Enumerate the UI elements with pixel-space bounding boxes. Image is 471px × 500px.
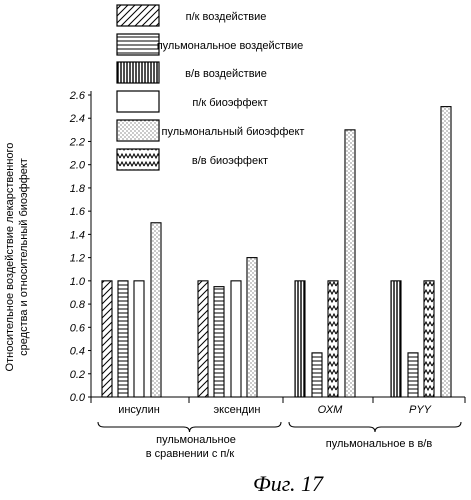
group-label-2: пульмональное в в/в (326, 438, 433, 450)
bars (101, 106, 452, 398)
y-tick-label: 0.8 (70, 299, 86, 311)
y-tick-label: 2.0 (69, 160, 86, 172)
bar-рyy-vertical (390, 280, 402, 398)
bar-инсулин-dots (150, 222, 162, 398)
bar-инсулин-diagonal (101, 280, 113, 398)
y-tick-label: 1.8 (70, 183, 86, 195)
group-label-1-line1: пульмональное (156, 434, 236, 446)
bar-эксендин-blank (230, 280, 242, 398)
legend: п/к воздействие пульмональное воздействие… (116, 4, 305, 171)
legend-swatch-dots (116, 119, 160, 142)
y-tick-label: 0.6 (70, 322, 86, 334)
y-tick-label: 1.2 (70, 253, 85, 265)
y-tick-label: 1.4 (70, 229, 85, 241)
group-label-1-line2: в сравнении с п/к (146, 448, 235, 460)
bar-рyy-horizontal (407, 352, 419, 398)
legend-swatch-wave (116, 148, 160, 171)
y-tick-label: 1.6 (70, 206, 86, 218)
y-tick-label: 2.6 (69, 90, 86, 102)
x-tick-label-3: ОХМ (318, 404, 344, 416)
brace-group-1 (97, 421, 282, 433)
bar-рyy-wave (423, 280, 435, 398)
bar-эксендин-dots (246, 257, 258, 398)
y-tick-label: 0.0 (70, 392, 86, 404)
y-tick-label: 2.2 (69, 136, 85, 148)
y-tick-label: 2.4 (69, 113, 85, 125)
bar-охм-horizontal (311, 352, 323, 398)
legend-label-3: в/в воздействие (185, 68, 267, 80)
bar-охм-wave (327, 280, 339, 398)
legend-swatch-horizontal (116, 33, 160, 56)
legend-label-2: пульмональное воздействие (157, 40, 304, 52)
y-axis-label-line1: Относительное воздействие лекарственного (4, 143, 16, 372)
bar-рyy-dots (440, 106, 452, 398)
legend-label-6: в/в биоэффект (192, 155, 268, 167)
brace-group-2 (288, 421, 462, 433)
bar-охм-dots (344, 129, 356, 398)
legend-swatch-blank (116, 90, 160, 113)
legend-label-5: пульмональный биоэффект (162, 126, 305, 138)
bar-инсулин-horizontal (117, 280, 129, 398)
bar-инсулин-blank (133, 280, 145, 398)
x-tick-label-4: РYY (409, 404, 432, 416)
bar-эксендин-diagonal (197, 280, 209, 398)
legend-swatch-vertical (116, 61, 160, 84)
y-tick-label: 1.0 (70, 276, 86, 288)
bar-охм-vertical (294, 280, 306, 398)
legend-swatch-diagonal (116, 4, 160, 27)
legend-label-4: п/к биоэффект (192, 97, 267, 109)
y-tick-label: 0.4 (70, 346, 85, 358)
legend-label-1: п/к воздействие (186, 11, 267, 23)
bar-эксендин-horizontal (213, 286, 225, 398)
y-tick-label: 0.2 (70, 369, 85, 381)
x-tick-labels: инсулин эксендин ОХМ РYY (118, 404, 431, 416)
group-braces: пульмональное в сравнении с п/к пульмональ… (97, 421, 462, 460)
figure-caption: Фиг. 17 (253, 471, 324, 496)
y-axis-label-line2: средства и относительный биоэффект (18, 158, 30, 356)
x-tick-label-2: эксендин (214, 404, 261, 416)
axes: 0.0 0.2 0.4 0.6 0.8 1.0 1.2 1.4 1.6 1.8 2.0 2.2 2.4 2… (69, 90, 466, 404)
x-tick-label-1: инсулин (118, 404, 160, 416)
